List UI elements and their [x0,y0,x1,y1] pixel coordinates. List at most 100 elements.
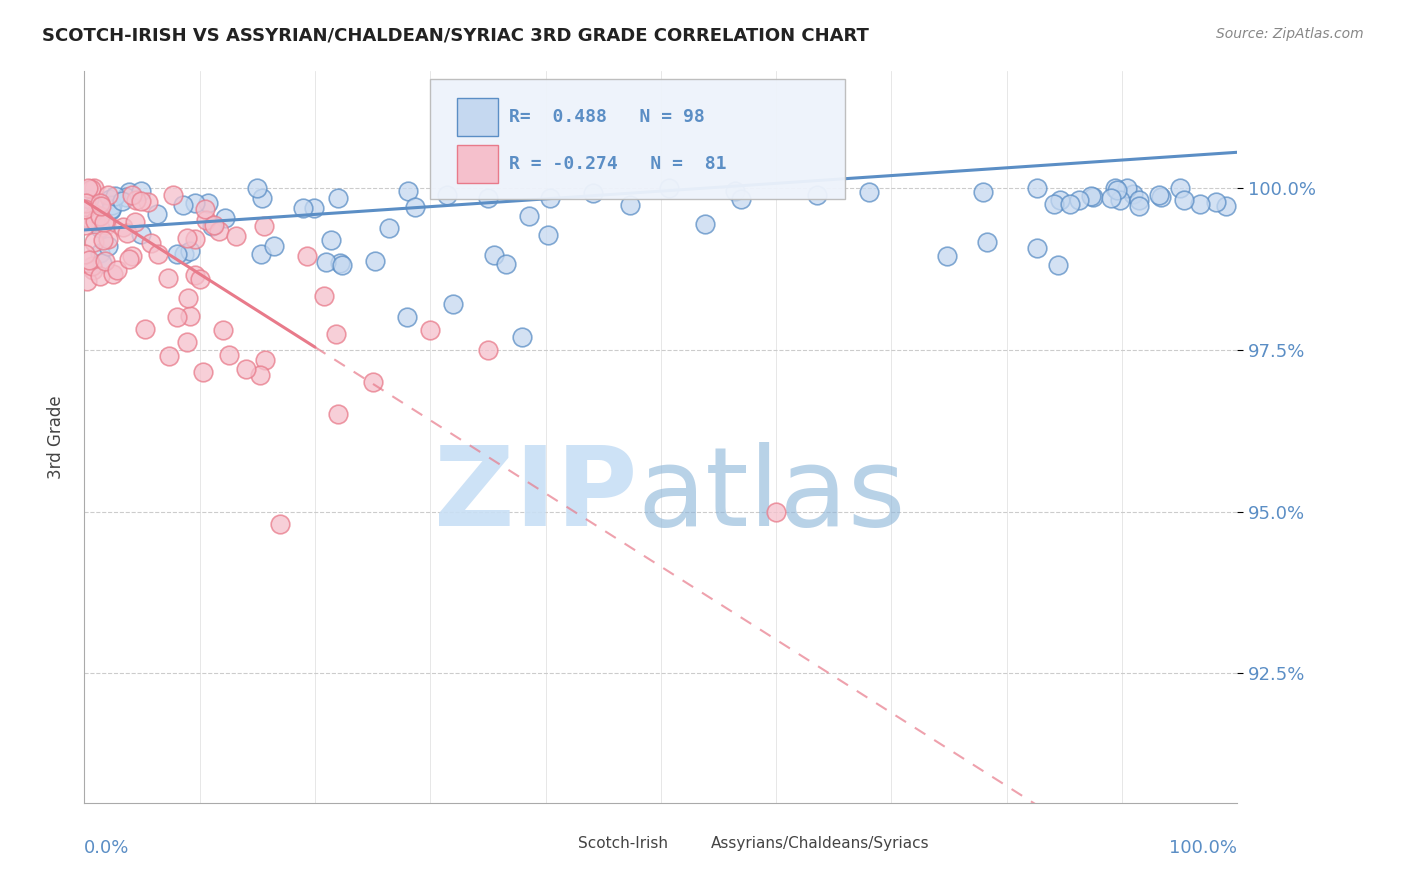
Point [218,348,240,362]
Point [1173,193,1195,207]
Point [97,188,120,202]
Point [93,215,115,229]
Text: R = -0.274   N =  81: R = -0.274 N = 81 [509,154,725,172]
Point [1215,199,1237,213]
Point [1105,184,1128,198]
Point [263,238,285,252]
Point [115,227,138,241]
Point [191,366,214,380]
Point [858,185,880,199]
Point [100,202,122,217]
Point [177,291,200,305]
Text: ZIP: ZIP [434,442,638,549]
Point [517,209,540,223]
Point [1116,181,1139,195]
Point [146,207,169,221]
Point [361,375,384,389]
Point [765,504,787,518]
Point [695,217,717,231]
Point [76,274,98,288]
Point [184,196,207,211]
Point [89,220,111,235]
Point [326,408,349,422]
Point [302,201,325,215]
Point [269,517,291,532]
Point [208,223,231,237]
Point [172,198,194,212]
Point [139,235,162,250]
Point [730,192,752,206]
Point [436,188,458,202]
Point [93,253,115,268]
Point [1059,196,1081,211]
Point [330,258,353,272]
Text: SCOTCH-IRISH VS ASSYRIAN/CHALDEAN/SYRIAC 3RD GRADE CORRELATION CHART: SCOTCH-IRISH VS ASSYRIAN/CHALDEAN/SYRIAC… [42,27,869,45]
Point [75,247,97,261]
Point [396,184,419,198]
Point [477,343,499,357]
Text: atlas: atlas [638,442,907,549]
Point [80,182,103,196]
Point [73,219,96,233]
Point [253,219,276,234]
FancyBboxPatch shape [457,145,498,183]
Point [97,239,120,253]
Point [1080,189,1102,203]
Point [188,272,211,286]
Point [129,184,152,198]
Point [91,256,114,270]
Point [101,268,124,282]
Point [75,195,97,210]
Point [1043,197,1066,211]
Text: Scotch-Irish: Scotch-Irish [578,837,668,851]
Point [1104,181,1126,195]
Point [1147,187,1170,202]
Point [495,257,517,271]
Point [84,206,107,220]
Point [1205,194,1227,209]
Point [104,189,127,203]
Point [77,253,100,268]
Point [125,193,148,207]
Point [98,192,121,206]
Point [82,259,104,273]
Point [83,214,105,228]
Point [157,349,180,363]
Point [246,181,269,195]
Point [1128,199,1150,213]
Point [89,196,111,211]
Point [295,249,318,263]
Point [166,246,188,260]
Point [235,362,257,376]
Point [477,191,499,205]
Point [1026,181,1049,195]
Point [179,244,201,259]
Point [173,246,195,260]
Point [184,232,207,246]
Point [225,229,247,244]
Point [1049,194,1071,208]
Point [315,255,337,269]
Point [1067,193,1090,207]
Point [117,252,139,266]
Text: 100.0%: 100.0% [1170,839,1237,857]
Point [972,185,994,199]
Point [441,297,464,311]
Point [73,202,96,216]
Point [162,188,184,202]
Point [89,246,111,260]
Point [115,190,138,204]
Point [377,221,399,235]
Point [89,268,111,283]
Point [329,256,352,270]
Point [105,263,128,277]
Point [194,213,217,227]
Point [1168,181,1191,195]
Point [90,199,112,213]
FancyBboxPatch shape [538,830,569,858]
Point [1108,194,1130,208]
Point [292,201,315,215]
Point [211,323,233,337]
Point [312,289,335,303]
Point [1188,197,1211,211]
